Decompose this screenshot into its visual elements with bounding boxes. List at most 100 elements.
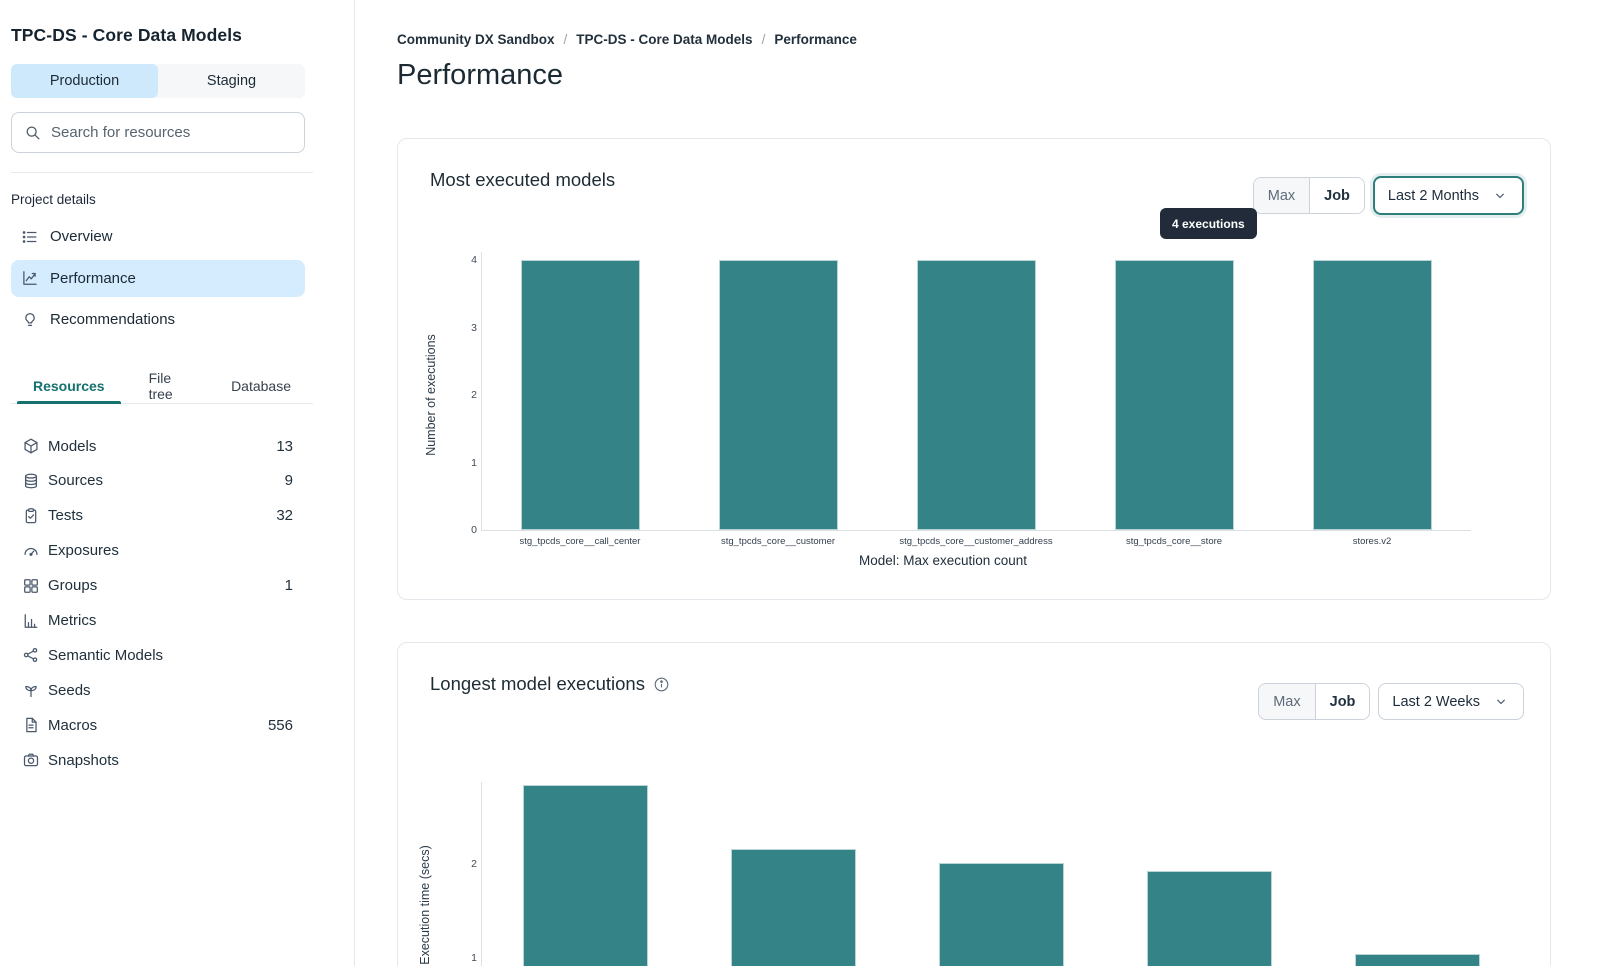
bar[interactable] — [522, 784, 648, 966]
resource-label: Tests — [48, 507, 84, 525]
bar[interactable] — [916, 260, 1036, 530]
bar[interactable] — [730, 849, 856, 966]
y-tick-label: 3 — [471, 321, 477, 334]
resource-count: 32 — [276, 507, 293, 525]
resource-item-metrics[interactable]: Metrics — [11, 603, 305, 638]
resource-label: Exposures — [48, 542, 119, 560]
lightbulb-icon — [21, 311, 39, 329]
breadcrumb-separator: / — [761, 32, 766, 47]
y-tick-label: 0 — [471, 524, 477, 536]
x-tick-label: stg_tpcds_core__customer_address — [899, 536, 1053, 547]
sidebar-item-recommendations[interactable]: Recommendations — [11, 301, 305, 338]
list-icon — [21, 228, 39, 246]
max-toggle-button[interactable]: Max — [1253, 178, 1310, 213]
longest-model-executions-chart: 1 2 Execution time (secs) — [398, 643, 1550, 966]
resource-item-snapshots[interactable]: Snapshots — [11, 743, 305, 778]
x-tick-label: stg_tpcds_core__customer — [720, 536, 836, 547]
y-tick-label: 1 — [471, 456, 477, 469]
resource-item-groups[interactable]: Groups 1 — [11, 568, 305, 603]
bar[interactable] — [1114, 260, 1234, 530]
resource-item-tests[interactable]: Tests 32 — [11, 498, 305, 533]
y-axis-title: Number of executions — [424, 334, 438, 456]
date-range-value: Last 2 Months — [1387, 187, 1479, 204]
search-input[interactable] — [51, 124, 292, 141]
grid-icon — [22, 577, 40, 595]
resource-count: 13 — [276, 437, 293, 455]
resource-label: Macros — [48, 716, 98, 734]
date-range-value: Last 2 Weeks — [1392, 693, 1480, 710]
card-controls: Max Job Last 2 Weeks — [1258, 683, 1524, 720]
y-tick-label: 1 — [471, 951, 477, 964]
chart-tooltip: 4 executions — [1160, 208, 1257, 239]
sidebar-divider — [11, 172, 313, 173]
max-job-toggle: Max Job — [1258, 683, 1371, 720]
resource-count: 1 — [284, 577, 293, 595]
max-job-toggle: Max Job — [1252, 177, 1365, 214]
resource-label: Sources — [48, 472, 104, 490]
x-axis-line — [481, 530, 1471, 531]
date-range-dropdown[interactable]: Last 2 Months — [1372, 176, 1524, 215]
sidebar-item-performance[interactable]: Performance — [11, 259, 305, 297]
job-toggle-button[interactable]: Job — [1309, 178, 1364, 213]
bar[interactable] — [520, 260, 640, 530]
database-icon — [22, 472, 40, 490]
bar-chart-icon — [22, 612, 40, 630]
resource-count: 556 — [267, 716, 293, 734]
resource-label: Semantic Models — [48, 646, 164, 664]
resource-label: Models — [48, 437, 97, 455]
breadcrumb-current: Performance — [774, 32, 857, 47]
y-axis-line — [481, 252, 482, 530]
most-executed-models-card: Most executed models Max Job Last 2 Mont… — [397, 138, 1551, 600]
longest-model-executions-card: Longest model executions Max Job Last 2 … — [397, 642, 1551, 966]
chevron-down-icon — [1492, 693, 1510, 711]
resource-item-semantic-models[interactable]: Semantic Models — [11, 638, 305, 673]
resource-item-seeds[interactable]: Seeds — [11, 673, 305, 708]
resource-item-macros[interactable]: Macros 556 — [11, 708, 305, 743]
y-axis-line — [481, 782, 482, 966]
resource-label: Metrics — [48, 612, 97, 629]
gauge-icon — [22, 542, 40, 560]
env-tab-staging[interactable]: Staging — [206, 73, 257, 89]
info-icon[interactable] — [653, 676, 670, 693]
card-controls: Max Job Last 2 Months — [1252, 176, 1524, 215]
tab-file-tree[interactable]: File tree — [148, 370, 173, 402]
sidebar-item-label: Recommendations — [50, 311, 176, 328]
bar[interactable] — [1354, 953, 1480, 966]
resource-label: Groups — [48, 577, 98, 595]
search-box[interactable] — [11, 112, 305, 153]
x-tick-label: stg_tpcds_core__store — [1125, 536, 1223, 547]
y-axis-title: Execution time (secs) — [418, 845, 432, 965]
tab-database[interactable]: Database — [231, 378, 291, 394]
y-tick-label: 4 — [471, 254, 477, 266]
breadcrumb-link[interactable]: TPC-DS - Core Data Models — [576, 32, 753, 47]
resource-item-sources[interactable]: Sources 9 — [11, 463, 305, 498]
x-tick-label: stg_tpcds_core__call_center — [519, 536, 641, 547]
bar[interactable] — [718, 260, 838, 530]
y-tick-label: 2 — [471, 858, 477, 870]
job-toggle-button[interactable]: Job — [1314, 684, 1370, 719]
bar[interactable] — [938, 863, 1064, 966]
trend-icon — [21, 269, 39, 287]
resource-label: Seeds — [48, 681, 91, 699]
resource-item-models[interactable]: Models 13 — [11, 429, 305, 464]
breadcrumb-separator: / — [563, 32, 568, 47]
sidebar-item-label: Overview — [50, 228, 113, 245]
tab-resources[interactable]: Resources — [11, 369, 127, 404]
resource-item-exposures[interactable]: Exposures — [11, 533, 305, 568]
bar[interactable] — [1312, 260, 1432, 530]
page-title: Performance — [397, 59, 564, 91]
max-toggle-button[interactable]: Max — [1259, 684, 1315, 719]
y-tick-label: 2 — [471, 389, 477, 401]
chevron-down-icon — [1491, 187, 1509, 205]
search-icon — [24, 124, 42, 142]
nodes-icon — [22, 646, 40, 664]
resource-tabs: Resources File tree Database — [11, 369, 313, 404]
breadcrumb-link[interactable]: Community DX Sandbox — [397, 32, 555, 47]
card-title: Most executed models — [430, 169, 616, 190]
clipboard-check-icon — [22, 507, 40, 525]
date-range-dropdown[interactable]: Last 2 Weeks — [1378, 683, 1524, 720]
env-tab-production[interactable]: Production — [11, 64, 158, 98]
bar[interactable] — [1146, 871, 1272, 966]
file-icon — [22, 716, 40, 734]
sidebar-item-overview[interactable]: Overview — [11, 218, 305, 255]
